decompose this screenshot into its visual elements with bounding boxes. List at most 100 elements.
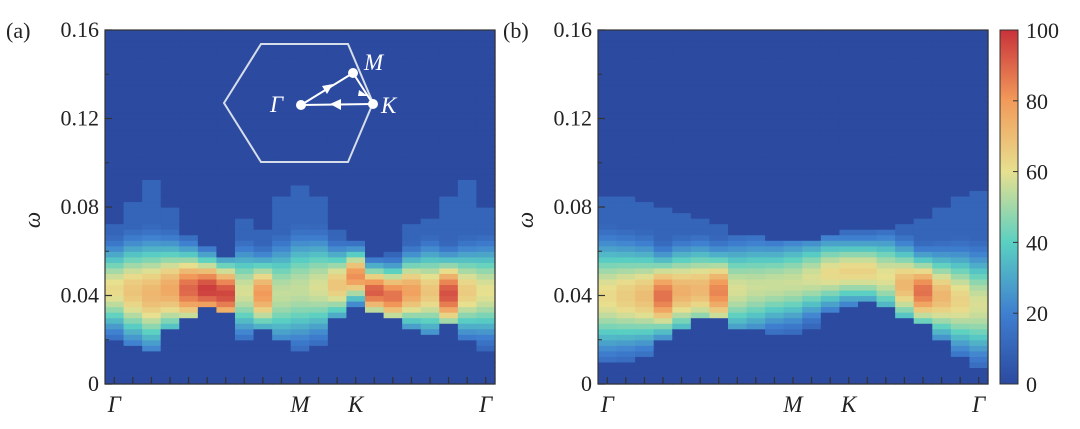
panel-b-cell — [598, 68, 618, 75]
panel-a-cell — [179, 79, 199, 86]
panel-b-cell — [913, 35, 933, 42]
panel-a-cell — [457, 289, 478, 297]
panel-a-cell — [105, 312, 125, 319]
panel-a-cell — [309, 57, 329, 64]
panel-a-cell — [439, 135, 459, 142]
panel-a-cell — [160, 229, 180, 236]
panel-a-cell — [309, 96, 329, 103]
panel-a-cell — [105, 90, 125, 97]
panel-b-cell — [783, 229, 803, 236]
panel-b-cell — [839, 278, 859, 286]
panel-a-cell — [272, 46, 292, 53]
panel-a-cell — [402, 240, 422, 247]
panel-b-cell — [690, 162, 711, 169]
panel-a-cell — [383, 184, 403, 192]
panel-a-cell — [123, 372, 143, 380]
panel-b-cell — [858, 96, 878, 103]
panel-a-cell — [402, 151, 422, 158]
panel-a-cell — [272, 345, 292, 352]
panel-b-cell — [895, 361, 915, 369]
panel-b-cell — [598, 57, 618, 64]
panel-b-cell — [653, 140, 673, 147]
panel-a-cell — [253, 146, 273, 153]
panel-a-cell — [105, 301, 125, 308]
panel-a-cell — [123, 361, 143, 369]
panel-b-cell — [913, 79, 933, 86]
colorbar-tick-label: 40 — [1026, 230, 1048, 255]
panel-a-cell — [197, 135, 218, 142]
panel-b-cell — [802, 173, 822, 180]
panel-a-cell — [309, 278, 329, 286]
panel-b-cell — [969, 284, 989, 291]
panel-a-cell — [105, 339, 125, 346]
panel-a-cell — [476, 251, 496, 258]
panel-b-cell — [839, 46, 859, 53]
panel-b-cell — [653, 306, 673, 313]
panel-a-cell — [290, 251, 310, 258]
panel-a-cell — [383, 162, 403, 169]
panel-b-cell — [709, 96, 729, 103]
panel-a-cell — [457, 179, 478, 186]
panel-a-cell — [476, 179, 496, 186]
panel-b-cell — [653, 124, 673, 131]
panel-b-cell — [876, 46, 896, 53]
panel-a-cell — [272, 301, 292, 308]
panel-b-cell — [653, 85, 673, 92]
panel-a-cell — [105, 267, 125, 274]
panel-a-cell — [142, 35, 162, 42]
panel-b-cell — [820, 112, 841, 120]
panel-a-cell — [197, 207, 218, 214]
panel-b-cell — [895, 323, 915, 330]
panel-b-cell — [895, 240, 915, 247]
panel-b-cell — [709, 162, 729, 169]
panel-a-cell — [290, 350, 310, 357]
panel-a-cell — [476, 273, 496, 280]
panel-a-cell — [290, 273, 310, 280]
panel-a-cell — [402, 52, 422, 59]
panel-b-cell — [783, 30, 803, 37]
panel-b-cell — [709, 57, 729, 64]
panel-b-cell — [969, 372, 989, 380]
panel-b-cell — [616, 184, 636, 192]
panel-a-cell — [420, 323, 440, 330]
panel-a-cell — [123, 267, 143, 274]
panel-b-cell — [783, 345, 803, 352]
panel-a-cell — [235, 101, 255, 109]
panel-a-cell — [105, 334, 125, 341]
panel-b-cell — [950, 240, 971, 247]
panel-a-cell — [476, 90, 496, 97]
panel-b-cell — [746, 350, 766, 357]
panel-a-cell — [235, 295, 255, 302]
panel-b-cell — [728, 207, 748, 214]
panel-b-cell — [728, 101, 748, 109]
panel-b-cell — [598, 323, 618, 330]
panel-a-cell — [365, 367, 385, 374]
panel-a-cell — [253, 173, 273, 180]
panel-b-cell — [765, 68, 785, 75]
panel-a-cell — [457, 52, 478, 59]
panel-b-cell — [876, 101, 896, 109]
panel-a-cell — [327, 328, 348, 335]
panel-a-column — [365, 30, 385, 385]
panel-b-cell — [932, 168, 952, 175]
panel-b-cell — [820, 79, 841, 86]
panel-a-cell — [105, 190, 125, 197]
panel-b-cell — [635, 85, 655, 92]
panel-a-cell — [457, 140, 478, 147]
panel-b-cell — [950, 63, 971, 70]
panel-b-cell — [635, 101, 655, 109]
panel-b-cell — [950, 229, 971, 236]
panel-a-cell — [160, 74, 180, 81]
panel-b-cell — [839, 289, 859, 297]
panel-b-cell — [858, 41, 878, 48]
panel-b-cell — [913, 284, 933, 291]
panel-b-cell — [598, 212, 618, 219]
panel-a-cell — [346, 356, 366, 363]
panel-b-cell — [616, 41, 636, 48]
panel-a-cell — [346, 124, 366, 131]
panel-b-cell — [765, 135, 785, 142]
panel-b-cell — [783, 140, 803, 147]
panel-a-cell — [272, 201, 292, 208]
panel-a-cell — [105, 135, 125, 142]
panel-b-cell — [653, 367, 673, 374]
